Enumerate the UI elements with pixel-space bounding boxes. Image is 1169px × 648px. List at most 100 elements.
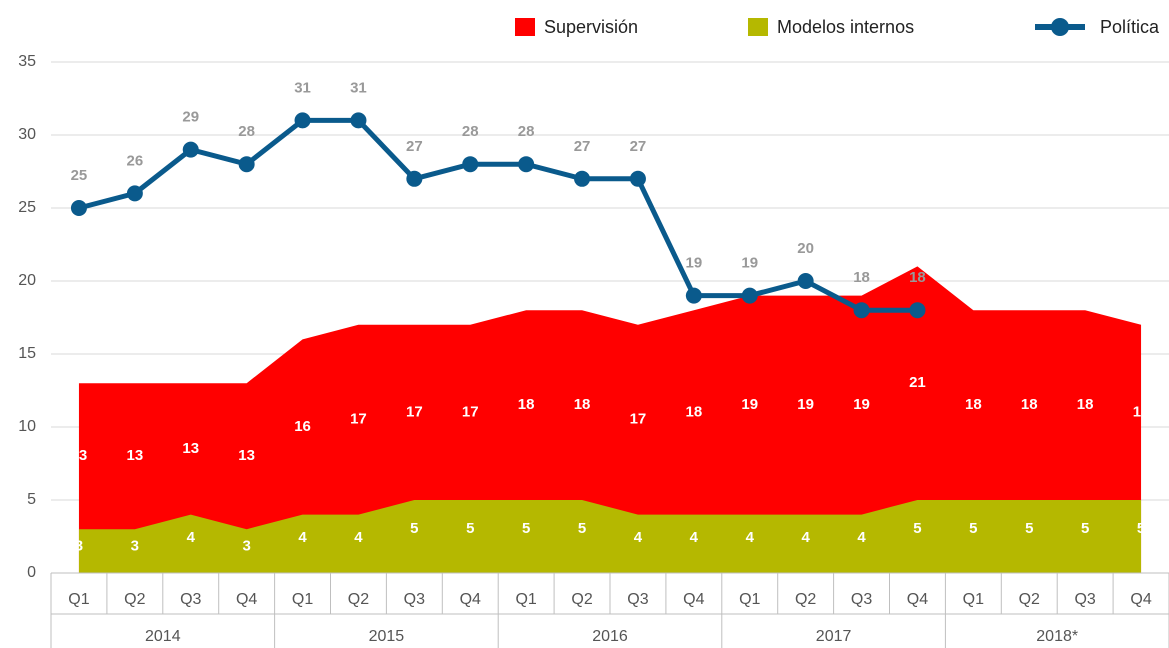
x-tick-label: Q2 bbox=[1019, 591, 1040, 608]
data-label: 17 bbox=[1133, 403, 1150, 420]
x-tick-label: Q3 bbox=[180, 591, 201, 608]
group-label: 2017 bbox=[816, 628, 852, 645]
x-tick-label: Q2 bbox=[348, 591, 369, 608]
x-tick-label: Q3 bbox=[1074, 591, 1095, 608]
data-label: 17 bbox=[630, 411, 647, 428]
data-label: 28 bbox=[238, 123, 255, 140]
group-label: 2016 bbox=[592, 628, 628, 645]
x-tick-label: Q1 bbox=[68, 591, 89, 608]
data-label: 19 bbox=[741, 255, 758, 272]
data-label: 26 bbox=[127, 152, 144, 169]
marker bbox=[853, 302, 870, 319]
marker bbox=[182, 141, 199, 158]
marker bbox=[294, 112, 311, 129]
marker bbox=[574, 170, 591, 187]
group-label: 2014 bbox=[145, 628, 181, 645]
data-label: 13 bbox=[182, 440, 199, 457]
data-label: 28 bbox=[462, 123, 479, 140]
y-tick-label: 15 bbox=[18, 345, 36, 362]
data-label: 4 bbox=[857, 529, 866, 546]
data-label: 5 bbox=[1025, 520, 1033, 537]
data-label: 5 bbox=[1137, 520, 1145, 537]
data-label: 5 bbox=[913, 520, 921, 537]
data-label: 4 bbox=[298, 529, 307, 546]
data-label: 5 bbox=[1081, 520, 1089, 537]
group-label: 2015 bbox=[369, 628, 405, 645]
x-tick-label: Q1 bbox=[515, 591, 536, 608]
x-tick-label: Q4 bbox=[683, 591, 704, 608]
data-label: 20 bbox=[797, 240, 814, 257]
marker bbox=[238, 156, 255, 173]
data-label: 27 bbox=[574, 138, 591, 155]
data-label: 19 bbox=[686, 255, 703, 272]
data-label: 5 bbox=[466, 520, 474, 537]
marker bbox=[406, 170, 423, 187]
data-label: 5 bbox=[578, 520, 586, 537]
marker bbox=[797, 273, 814, 289]
data-label: 4 bbox=[801, 529, 810, 546]
marker bbox=[70, 200, 87, 216]
data-label: 31 bbox=[350, 79, 367, 96]
data-label: 18 bbox=[1021, 396, 1038, 413]
group-label: 2018* bbox=[1036, 628, 1078, 645]
y-tick-label: 35 bbox=[18, 53, 36, 70]
data-label: 29 bbox=[182, 109, 199, 126]
x-tick-label: Q2 bbox=[795, 591, 816, 608]
data-label: 17 bbox=[350, 411, 367, 428]
data-label: 25 bbox=[71, 167, 88, 184]
data-label: 18 bbox=[909, 269, 926, 286]
data-label: 27 bbox=[630, 138, 647, 155]
data-label: 19 bbox=[741, 396, 758, 413]
data-label: 5 bbox=[410, 520, 418, 537]
legend-swatch bbox=[515, 18, 535, 36]
marker bbox=[741, 287, 758, 304]
data-label: 5 bbox=[969, 520, 977, 537]
data-label: 13 bbox=[71, 447, 88, 464]
data-label: 17 bbox=[406, 403, 423, 420]
line bbox=[78, 117, 918, 313]
area bbox=[78, 266, 1142, 573]
x-tick-label: Q3 bbox=[627, 591, 648, 608]
x-tick-label: Q2 bbox=[571, 591, 592, 608]
data-label: 3 bbox=[242, 538, 250, 555]
marker bbox=[350, 112, 367, 129]
data-label: 4 bbox=[354, 529, 363, 546]
data-label: 18 bbox=[853, 269, 870, 286]
data-label: 17 bbox=[462, 403, 479, 420]
data-label: 18 bbox=[686, 403, 703, 420]
x-tick-label: Q2 bbox=[124, 591, 145, 608]
x-tick-label: Q4 bbox=[460, 591, 481, 608]
data-label: 21 bbox=[909, 374, 926, 391]
y-tick-label: 30 bbox=[18, 126, 36, 143]
legend-label: Política bbox=[1100, 17, 1160, 37]
data-label: 13 bbox=[127, 447, 144, 464]
data-label: 4 bbox=[187, 529, 196, 546]
data-label: 13 bbox=[238, 447, 255, 464]
data-label: 18 bbox=[965, 396, 982, 413]
data-label: 3 bbox=[75, 538, 83, 555]
data-label: 4 bbox=[746, 529, 755, 546]
legend-swatch bbox=[748, 18, 768, 36]
x-tick-label: Q1 bbox=[292, 591, 313, 608]
y-tick-label: 10 bbox=[18, 418, 36, 435]
data-label: 27 bbox=[406, 138, 423, 155]
y-tick-label: 5 bbox=[27, 491, 36, 508]
x-tick-label: Q4 bbox=[236, 591, 257, 608]
marker bbox=[462, 156, 479, 173]
data-label: 3 bbox=[131, 538, 139, 555]
marker bbox=[518, 156, 535, 173]
x-tick-label: Q3 bbox=[851, 591, 872, 608]
legend-swatch bbox=[1051, 18, 1069, 36]
marker bbox=[685, 287, 702, 304]
data-label: 19 bbox=[797, 396, 814, 413]
x-tick-label: Q1 bbox=[739, 591, 760, 608]
x-tick-label: Q1 bbox=[963, 591, 984, 608]
legend-label: Supervisión bbox=[544, 17, 638, 37]
data-label: 28 bbox=[518, 123, 535, 140]
x-tick-label: Q4 bbox=[1130, 591, 1151, 608]
marker bbox=[909, 302, 926, 319]
x-tick-label: Q4 bbox=[907, 591, 928, 608]
y-tick-label: 0 bbox=[27, 564, 36, 581]
y-tick-label: 25 bbox=[18, 199, 36, 216]
